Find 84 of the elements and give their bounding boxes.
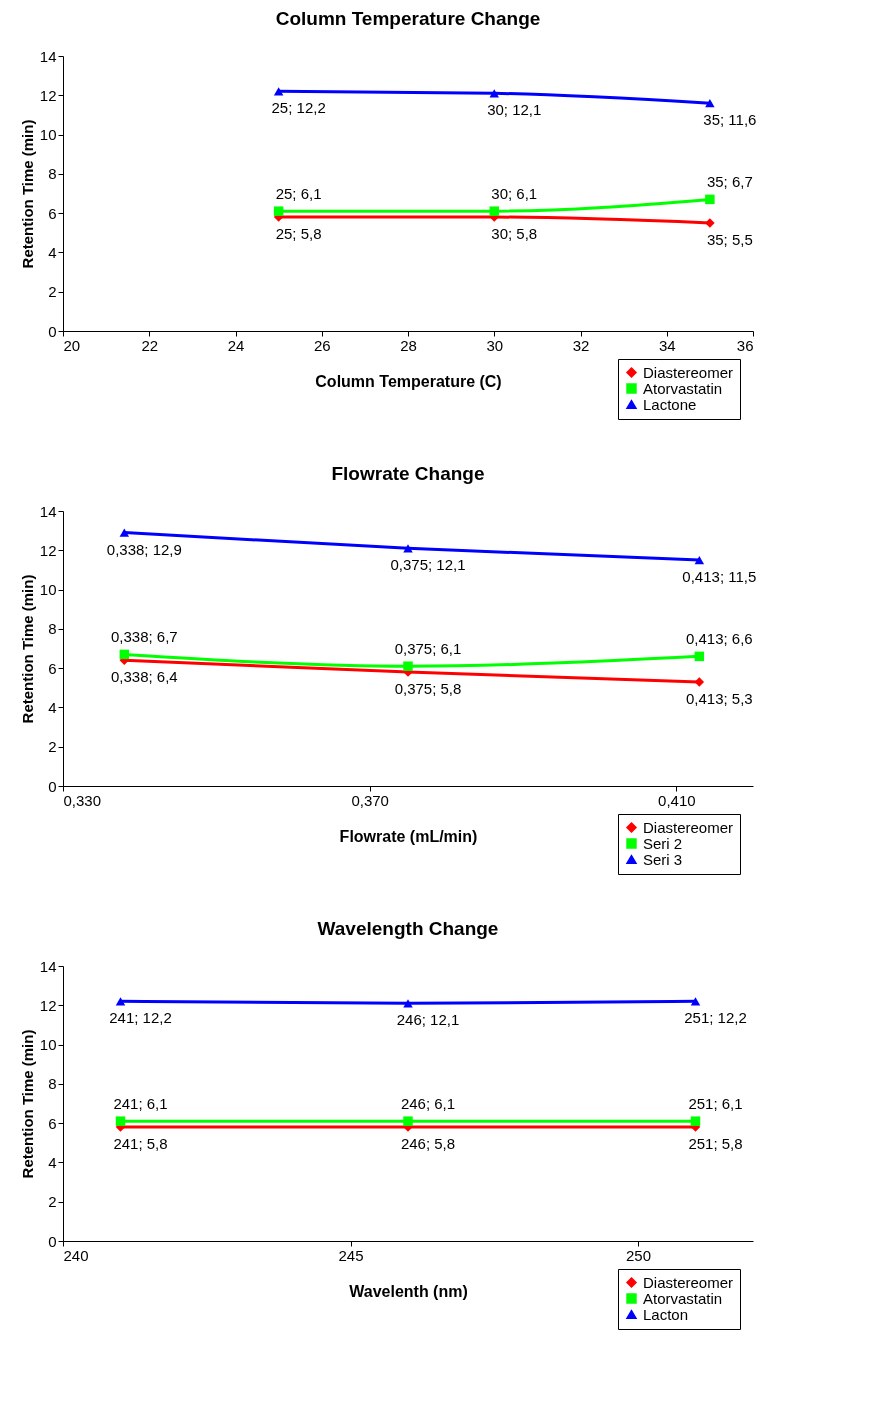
x-tick-label: 20 bbox=[63, 336, 81, 354]
x-tick-label: 24 bbox=[227, 336, 245, 354]
x-axis-title: Flowrate (mL/min) bbox=[339, 827, 478, 845]
y-tick-label: 4 bbox=[48, 1153, 57, 1171]
legend-label: Diastereomer bbox=[643, 1273, 734, 1291]
x-tick-label: 0,410 bbox=[658, 791, 696, 809]
y-tick-label: 10 bbox=[39, 126, 57, 144]
x-tick-label: 250 bbox=[625, 1246, 652, 1264]
data-label: 0,413; 6,6 bbox=[685, 630, 753, 648]
data-label: 251; 12,2 bbox=[684, 1009, 747, 1027]
chart-title: Flowrate Change bbox=[331, 463, 485, 484]
y-tick-label: 14 bbox=[39, 47, 57, 65]
x-tick-label: 32 bbox=[572, 336, 590, 354]
y-tick-label: 12 bbox=[39, 86, 57, 104]
data-label: 0,375; 12,1 bbox=[390, 556, 466, 574]
y-tick-label: 2 bbox=[48, 283, 57, 301]
x-axis-title: Wavelenth (nm) bbox=[349, 1282, 468, 1300]
data-label: 35; 6,7 bbox=[706, 173, 753, 191]
y-tick-label: 8 bbox=[48, 1075, 57, 1093]
data-label: 0,338; 12,9 bbox=[106, 540, 182, 558]
y-tick-label: 14 bbox=[39, 502, 57, 520]
legend-label: Seri 3 bbox=[643, 850, 683, 868]
legend-label: Atorvastatin bbox=[643, 379, 723, 397]
y-tick-label: 2 bbox=[48, 738, 57, 756]
data-label: 0,413; 11,5 bbox=[682, 568, 757, 586]
y-axis-title: Retention Time (min) bbox=[18, 574, 36, 724]
data-label: 246; 5,8 bbox=[400, 1135, 456, 1153]
data-label: 30; 6,1 bbox=[491, 185, 538, 203]
legend-label: Lacton bbox=[643, 1305, 689, 1323]
data-label: 0,338; 6,4 bbox=[110, 668, 178, 686]
legend-label: Diastereomer bbox=[643, 363, 734, 381]
y-tick-label: 8 bbox=[48, 165, 57, 183]
data-label: 30; 5,8 bbox=[491, 225, 538, 243]
y-tick-label: 4 bbox=[48, 243, 57, 261]
data-label: 0,375; 5,8 bbox=[394, 680, 462, 698]
x-tick-label: 0,370 bbox=[351, 791, 389, 809]
data-label: 251; 5,8 bbox=[688, 1135, 743, 1153]
y-tick-label: 12 bbox=[39, 541, 57, 559]
y-tick-label: 10 bbox=[39, 1036, 57, 1054]
legend-label: Lactone bbox=[643, 395, 697, 413]
data-label: 251; 6,1 bbox=[688, 1095, 743, 1113]
data-label: 246; 12,1 bbox=[396, 1011, 460, 1029]
x-tick-label: 0,330 bbox=[63, 791, 102, 809]
y-tick-label: 0 bbox=[48, 1232, 57, 1250]
data-label: 25; 5,8 bbox=[275, 225, 322, 243]
data-label: 35; 5,5 bbox=[706, 230, 753, 248]
y-tick-label: 10 bbox=[39, 581, 57, 599]
x-tick-label: 26 bbox=[313, 336, 331, 354]
data-label: 25; 6,1 bbox=[275, 185, 322, 203]
data-label: 0,413; 5,3 bbox=[685, 689, 753, 707]
x-axis-title: Column Temperature (C) bbox=[315, 372, 502, 390]
chart-title: Wavelength Change bbox=[317, 918, 499, 939]
y-tick-label: 0 bbox=[48, 777, 57, 795]
data-label: 241; 6,1 bbox=[113, 1095, 168, 1113]
x-tick-label: 22 bbox=[141, 336, 159, 354]
data-label: 35; 11,6 bbox=[703, 111, 757, 129]
y-tick-label: 0 bbox=[48, 322, 57, 340]
legend-label: Atorvastatin bbox=[643, 1289, 723, 1307]
data-label: 0,338; 6,7 bbox=[110, 628, 178, 646]
y-tick-label: 6 bbox=[48, 659, 57, 677]
chart-title: Column Temperature Change bbox=[275, 8, 541, 29]
y-tick-label: 12 bbox=[39, 996, 57, 1014]
data-label: 25; 12,2 bbox=[271, 99, 326, 117]
legend-label: Seri 2 bbox=[643, 834, 683, 852]
y-axis-title: Retention Time (min) bbox=[18, 1029, 36, 1179]
y-tick-label: 6 bbox=[48, 204, 57, 222]
x-tick-label: 34 bbox=[658, 336, 676, 354]
data-label: 246; 6,1 bbox=[400, 1095, 456, 1113]
y-tick-label: 4 bbox=[48, 698, 57, 716]
data-label: 0,375; 6,1 bbox=[394, 640, 462, 658]
y-tick-label: 14 bbox=[39, 957, 57, 975]
x-tick-label: 36 bbox=[736, 336, 754, 354]
y-tick-label: 2 bbox=[48, 1193, 57, 1211]
x-tick-label: 245 bbox=[338, 1246, 364, 1264]
data-label: 241; 5,8 bbox=[113, 1135, 168, 1153]
y-tick-label: 6 bbox=[48, 1114, 57, 1132]
y-axis-title: Retention Time (min) bbox=[18, 119, 36, 269]
x-tick-label: 30 bbox=[486, 336, 504, 354]
y-tick-label: 8 bbox=[48, 620, 57, 638]
data-label: 241; 12,2 bbox=[109, 1009, 172, 1027]
data-label: 30; 12,1 bbox=[487, 101, 542, 119]
x-tick-label: 240 bbox=[63, 1246, 89, 1264]
x-tick-label: 28 bbox=[400, 336, 417, 354]
legend-label: Diastereomer bbox=[643, 818, 734, 836]
